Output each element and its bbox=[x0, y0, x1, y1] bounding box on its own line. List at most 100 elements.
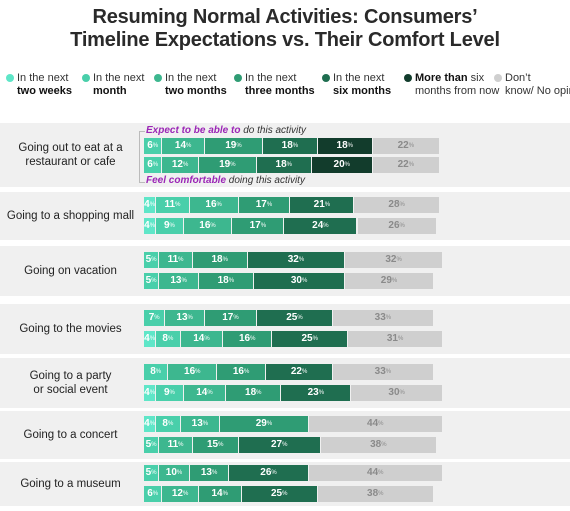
bar-value-suffix: % bbox=[155, 369, 162, 375]
category-label-line: Going out to eat at a bbox=[18, 142, 123, 154]
bar-value-suffix: % bbox=[186, 143, 192, 149]
bar-value-label: 9 bbox=[163, 220, 170, 231]
bar-value-suffix: % bbox=[167, 336, 174, 342]
bar-segment: 6% bbox=[144, 157, 163, 173]
bar-value-suffix: % bbox=[152, 143, 159, 149]
bar-segment: 18% bbox=[192, 252, 248, 268]
bar-value-label: 18 bbox=[245, 387, 257, 398]
bar-value-suffix: % bbox=[408, 143, 415, 149]
bar-segment: 19% bbox=[205, 138, 263, 154]
bar-value-label: 6 bbox=[147, 488, 153, 499]
bar-value-suffix: % bbox=[344, 162, 350, 168]
bar-value-suffix: % bbox=[301, 369, 308, 375]
bar-value-suffix: % bbox=[207, 390, 213, 396]
bar-segment: 5% bbox=[144, 273, 160, 289]
bar-segment: 5% bbox=[144, 437, 160, 453]
bar-value-label: 44 bbox=[367, 418, 379, 429]
bar-value-label: 38 bbox=[370, 439, 382, 450]
bar-value-suffix: % bbox=[151, 257, 157, 263]
bar-value-suffix: % bbox=[301, 278, 308, 284]
bar-value-suffix: % bbox=[204, 336, 210, 342]
bar-value-suffix: % bbox=[216, 202, 222, 208]
bar-value-suffix: % bbox=[250, 336, 256, 342]
bar-value-label: 16 bbox=[184, 366, 196, 377]
legend-swatch bbox=[82, 74, 90, 82]
bar-segment: 8% bbox=[156, 416, 181, 432]
category-label-line: Going to a party bbox=[29, 370, 112, 382]
bar-value-suffix: % bbox=[378, 491, 384, 497]
bar-segment: 33% bbox=[333, 364, 434, 380]
bar-value-label: 10 bbox=[165, 467, 177, 478]
bar-segment: 13% bbox=[159, 273, 199, 289]
bar-value-suffix: % bbox=[195, 369, 201, 375]
legend-label: In the next three months bbox=[245, 72, 315, 97]
bar-value-label: 13 bbox=[176, 312, 188, 323]
bar-segment: 28% bbox=[354, 197, 440, 213]
bar-value-label: 22 bbox=[397, 140, 409, 151]
category-label-line: Going to a museum bbox=[20, 478, 121, 490]
bar-segment: 11% bbox=[159, 252, 193, 268]
category-label: Going to a museum bbox=[0, 477, 141, 491]
bar-value-label: 44 bbox=[367, 467, 379, 478]
bar-segment: 30% bbox=[351, 385, 443, 401]
bar-value-suffix: % bbox=[271, 470, 277, 476]
bar-segment: 22% bbox=[372, 157, 440, 173]
bar-segment: 7% bbox=[144, 310, 166, 326]
bar-value-label: 8 bbox=[162, 418, 168, 429]
category-label: Going to a party or social event bbox=[0, 369, 141, 397]
bar-value-label: 16 bbox=[205, 199, 217, 210]
bar-value-label: 13 bbox=[200, 467, 212, 478]
category-label: Going to the movies bbox=[0, 322, 141, 336]
chart-title-line-1: Resuming Normal Activities: Consumers’ bbox=[92, 6, 478, 28]
legend-label: In the next six months bbox=[333, 72, 392, 97]
bar-value-suffix: % bbox=[149, 223, 156, 229]
bar-value-suffix: % bbox=[286, 162, 293, 168]
bar-segment: 9% bbox=[156, 218, 184, 234]
bar-segment: 18% bbox=[256, 157, 312, 173]
bar-value-suffix: % bbox=[297, 315, 303, 321]
bar-value-label: 6 bbox=[147, 159, 153, 170]
bar-value-label: 25 bbox=[286, 312, 298, 323]
bar-value-suffix: % bbox=[178, 257, 184, 263]
legend-label: In the next two months bbox=[165, 72, 227, 97]
bar-segment: 18% bbox=[317, 138, 373, 154]
bar-segment: 32% bbox=[247, 252, 346, 268]
bar-value-suffix: % bbox=[149, 421, 156, 427]
bar-value-suffix: % bbox=[149, 390, 156, 396]
bar-value-suffix: % bbox=[169, 390, 175, 396]
bar-value-label: 13 bbox=[191, 418, 203, 429]
bar-segment: 4% bbox=[144, 416, 157, 432]
bar-value-suffix: % bbox=[282, 491, 288, 497]
bar-value-suffix: % bbox=[312, 336, 318, 342]
bar-value-suffix: % bbox=[318, 390, 325, 396]
bar-segment: 29% bbox=[220, 416, 309, 432]
bar-value-label: 18 bbox=[211, 254, 223, 265]
category-label: Going out to eat at a restaurant or cafe bbox=[0, 141, 141, 169]
bar-value-suffix: % bbox=[381, 442, 387, 448]
bar-value-suffix: % bbox=[396, 257, 402, 263]
bar-value-label: 29 bbox=[380, 275, 392, 286]
annotation-comfortable: Feel comfortable doing this activity bbox=[146, 175, 305, 186]
bar-value-label: 25 bbox=[270, 488, 283, 499]
bar-value-suffix: % bbox=[187, 315, 193, 321]
bar-value-label: 19 bbox=[225, 140, 237, 151]
category-label: Going to a shopping mall bbox=[0, 209, 141, 223]
bar-segment: 13% bbox=[180, 416, 221, 432]
bar-value-suffix: % bbox=[181, 278, 187, 284]
bar-value-label: 5 bbox=[145, 275, 152, 286]
bar-value-label: 14 bbox=[196, 387, 208, 398]
bar-value-label: 4 bbox=[144, 387, 150, 398]
bar-segment: 14% bbox=[183, 385, 227, 401]
bar-segment: 26% bbox=[357, 218, 437, 234]
bar-segment: 44% bbox=[308, 416, 443, 432]
bar-segment: 5% bbox=[144, 465, 160, 481]
legend-label: In the next month bbox=[93, 72, 145, 97]
category-label-line: Going to the movies bbox=[19, 323, 122, 335]
bar-value-suffix: % bbox=[182, 162, 189, 168]
bar-value-label: 31 bbox=[386, 333, 398, 344]
bar-segment: 4% bbox=[144, 197, 157, 213]
annotation-bracket bbox=[139, 131, 145, 183]
bar-value-suffix: % bbox=[175, 202, 181, 208]
bar-value-label: 18 bbox=[281, 140, 293, 151]
